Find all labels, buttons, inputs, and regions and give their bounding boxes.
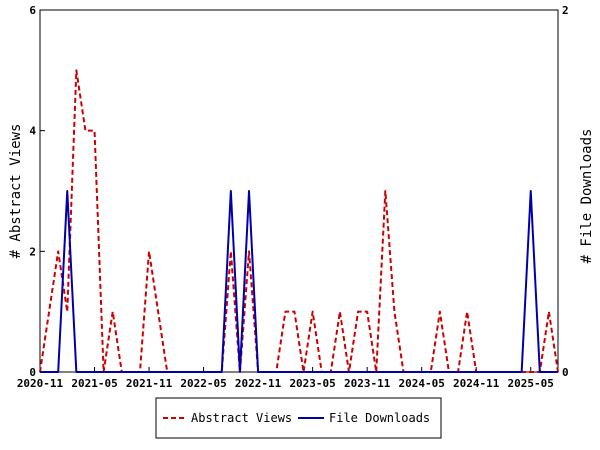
y-right-tick-label: 2: [562, 4, 569, 17]
y-left-tick-label: 0: [29, 366, 36, 379]
y-left-tick-label: 2: [29, 245, 36, 258]
y-right-tick-label: 0: [562, 366, 569, 379]
x-tick-label: 2023-05: [289, 377, 335, 390]
plot-area: [39, 9, 559, 373]
y-left-tick-label: 6: [29, 4, 36, 17]
y-left-tick-label: 4: [29, 125, 36, 138]
y-left-axis-title: # Abstract Views: [8, 124, 24, 259]
x-tick-label: 2020-11: [17, 377, 64, 390]
x-tick-label: 2024-11: [453, 377, 500, 390]
x-tick-label: 2021-05: [71, 377, 117, 390]
legend-label-abstract-views: Abstract Views: [191, 411, 292, 425]
x-tick-label: 2022-05: [180, 377, 226, 390]
series-line-abstract-views: [39, 69, 559, 373]
legend: Abstract Views File Downloads: [155, 397, 442, 439]
x-tick-label: 2023-11: [344, 377, 391, 390]
series-layer: [39, 69, 559, 373]
y-right-axis-title: # File Downloads: [579, 129, 595, 264]
x-tick-label: 2025-05: [508, 377, 554, 390]
x-tick-label: 2022-11: [235, 377, 282, 390]
x-tick-label: 2024-05: [399, 377, 445, 390]
x-ticks: 2020-11 2021-05 2021-11 2022-05 2022-11 2023-…: [17, 367, 554, 390]
legend-label-file-downloads: File Downloads: [329, 411, 430, 425]
x-tick-label: 2021-11: [126, 377, 173, 390]
series-line-file-downloads: [40, 190, 558, 373]
